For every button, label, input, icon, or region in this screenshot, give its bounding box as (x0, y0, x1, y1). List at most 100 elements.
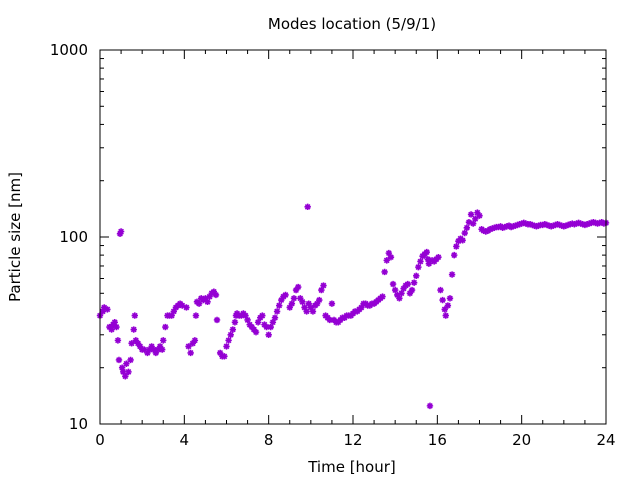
data-point (455, 237, 462, 245)
data-point (385, 249, 393, 257)
data-point (435, 253, 442, 261)
data-point (423, 248, 430, 256)
data-point (150, 346, 157, 353)
data-point (244, 316, 251, 324)
data-point (191, 337, 199, 344)
data-point (391, 286, 399, 294)
data-point (242, 312, 249, 319)
data-point (213, 316, 221, 324)
x-tick-label: 8 (264, 431, 274, 449)
data-point (210, 288, 218, 295)
data-point (410, 279, 418, 286)
data-point (453, 243, 460, 250)
data-point (469, 220, 477, 227)
data-point (426, 402, 434, 410)
data-point (212, 291, 220, 299)
data-point (206, 293, 213, 300)
data-point (156, 343, 164, 350)
data-point (136, 343, 144, 350)
data-point (379, 293, 386, 300)
data-point (400, 285, 407, 292)
data-point (118, 364, 126, 371)
data-point (467, 211, 475, 218)
data-point (459, 237, 466, 244)
data-point (309, 308, 317, 315)
data-point (328, 300, 336, 307)
data-point (225, 337, 232, 344)
data-point (216, 349, 224, 357)
data-point (396, 295, 403, 302)
data-point (132, 337, 140, 344)
y-axis-label: Particle size [nm] (6, 172, 24, 302)
data-point (472, 215, 479, 223)
data-point (413, 272, 420, 280)
data-point (131, 312, 138, 319)
data-point (326, 316, 334, 324)
data-point (101, 304, 108, 311)
data-point (179, 302, 186, 309)
data-point (125, 368, 132, 376)
data-point (123, 360, 130, 367)
data-point (406, 290, 414, 297)
data-point (439, 296, 446, 304)
data-point (128, 340, 135, 347)
data-point (448, 271, 456, 278)
data-point (104, 306, 111, 313)
data-point (192, 312, 200, 319)
data-point (316, 296, 323, 304)
data-point (425, 260, 433, 267)
data-point (158, 346, 166, 353)
data-point (229, 326, 237, 333)
data-point (474, 209, 481, 216)
data-point (387, 253, 395, 261)
data-point (231, 319, 239, 326)
data-point (263, 323, 270, 331)
data-point (254, 319, 262, 326)
data-point (437, 286, 444, 294)
data-point (248, 323, 255, 331)
data-point (259, 312, 266, 319)
y-tick-label: 1000 (50, 41, 88, 59)
x-axis-label: Time [hour] (307, 458, 396, 476)
data-point (160, 337, 167, 344)
data-point (111, 319, 118, 326)
data-point (286, 304, 293, 311)
data-point (299, 298, 306, 306)
data-point (358, 304, 365, 311)
data-point (398, 290, 405, 297)
data-point (152, 349, 160, 357)
data-point (313, 300, 321, 307)
data-point (292, 286, 300, 294)
data-point (204, 298, 211, 306)
data-point (154, 346, 162, 353)
data-point (117, 228, 125, 235)
data-point (267, 323, 274, 331)
chart-title: Modes location (5/9/1) (268, 15, 436, 33)
data-point (119, 368, 127, 376)
data-point (115, 356, 123, 364)
x-tick-label: 0 (95, 431, 105, 449)
data-point (221, 353, 228, 360)
data-point (446, 295, 454, 302)
data-point (461, 229, 468, 237)
data-point (476, 212, 483, 219)
data-point (320, 282, 327, 289)
data-point (114, 337, 122, 344)
x-tick-label: 4 (180, 431, 190, 449)
data-point (122, 373, 129, 380)
data-point (189, 340, 196, 347)
data-point (282, 291, 289, 299)
data-point (383, 257, 390, 264)
y-tick-label: 100 (59, 228, 88, 246)
data-point (141, 346, 148, 353)
data-point (389, 280, 397, 288)
data-point (106, 323, 113, 331)
data-point (269, 319, 277, 326)
data-point (441, 306, 448, 313)
data-point (294, 283, 302, 291)
data-point (271, 314, 279, 321)
data-point (276, 302, 283, 309)
